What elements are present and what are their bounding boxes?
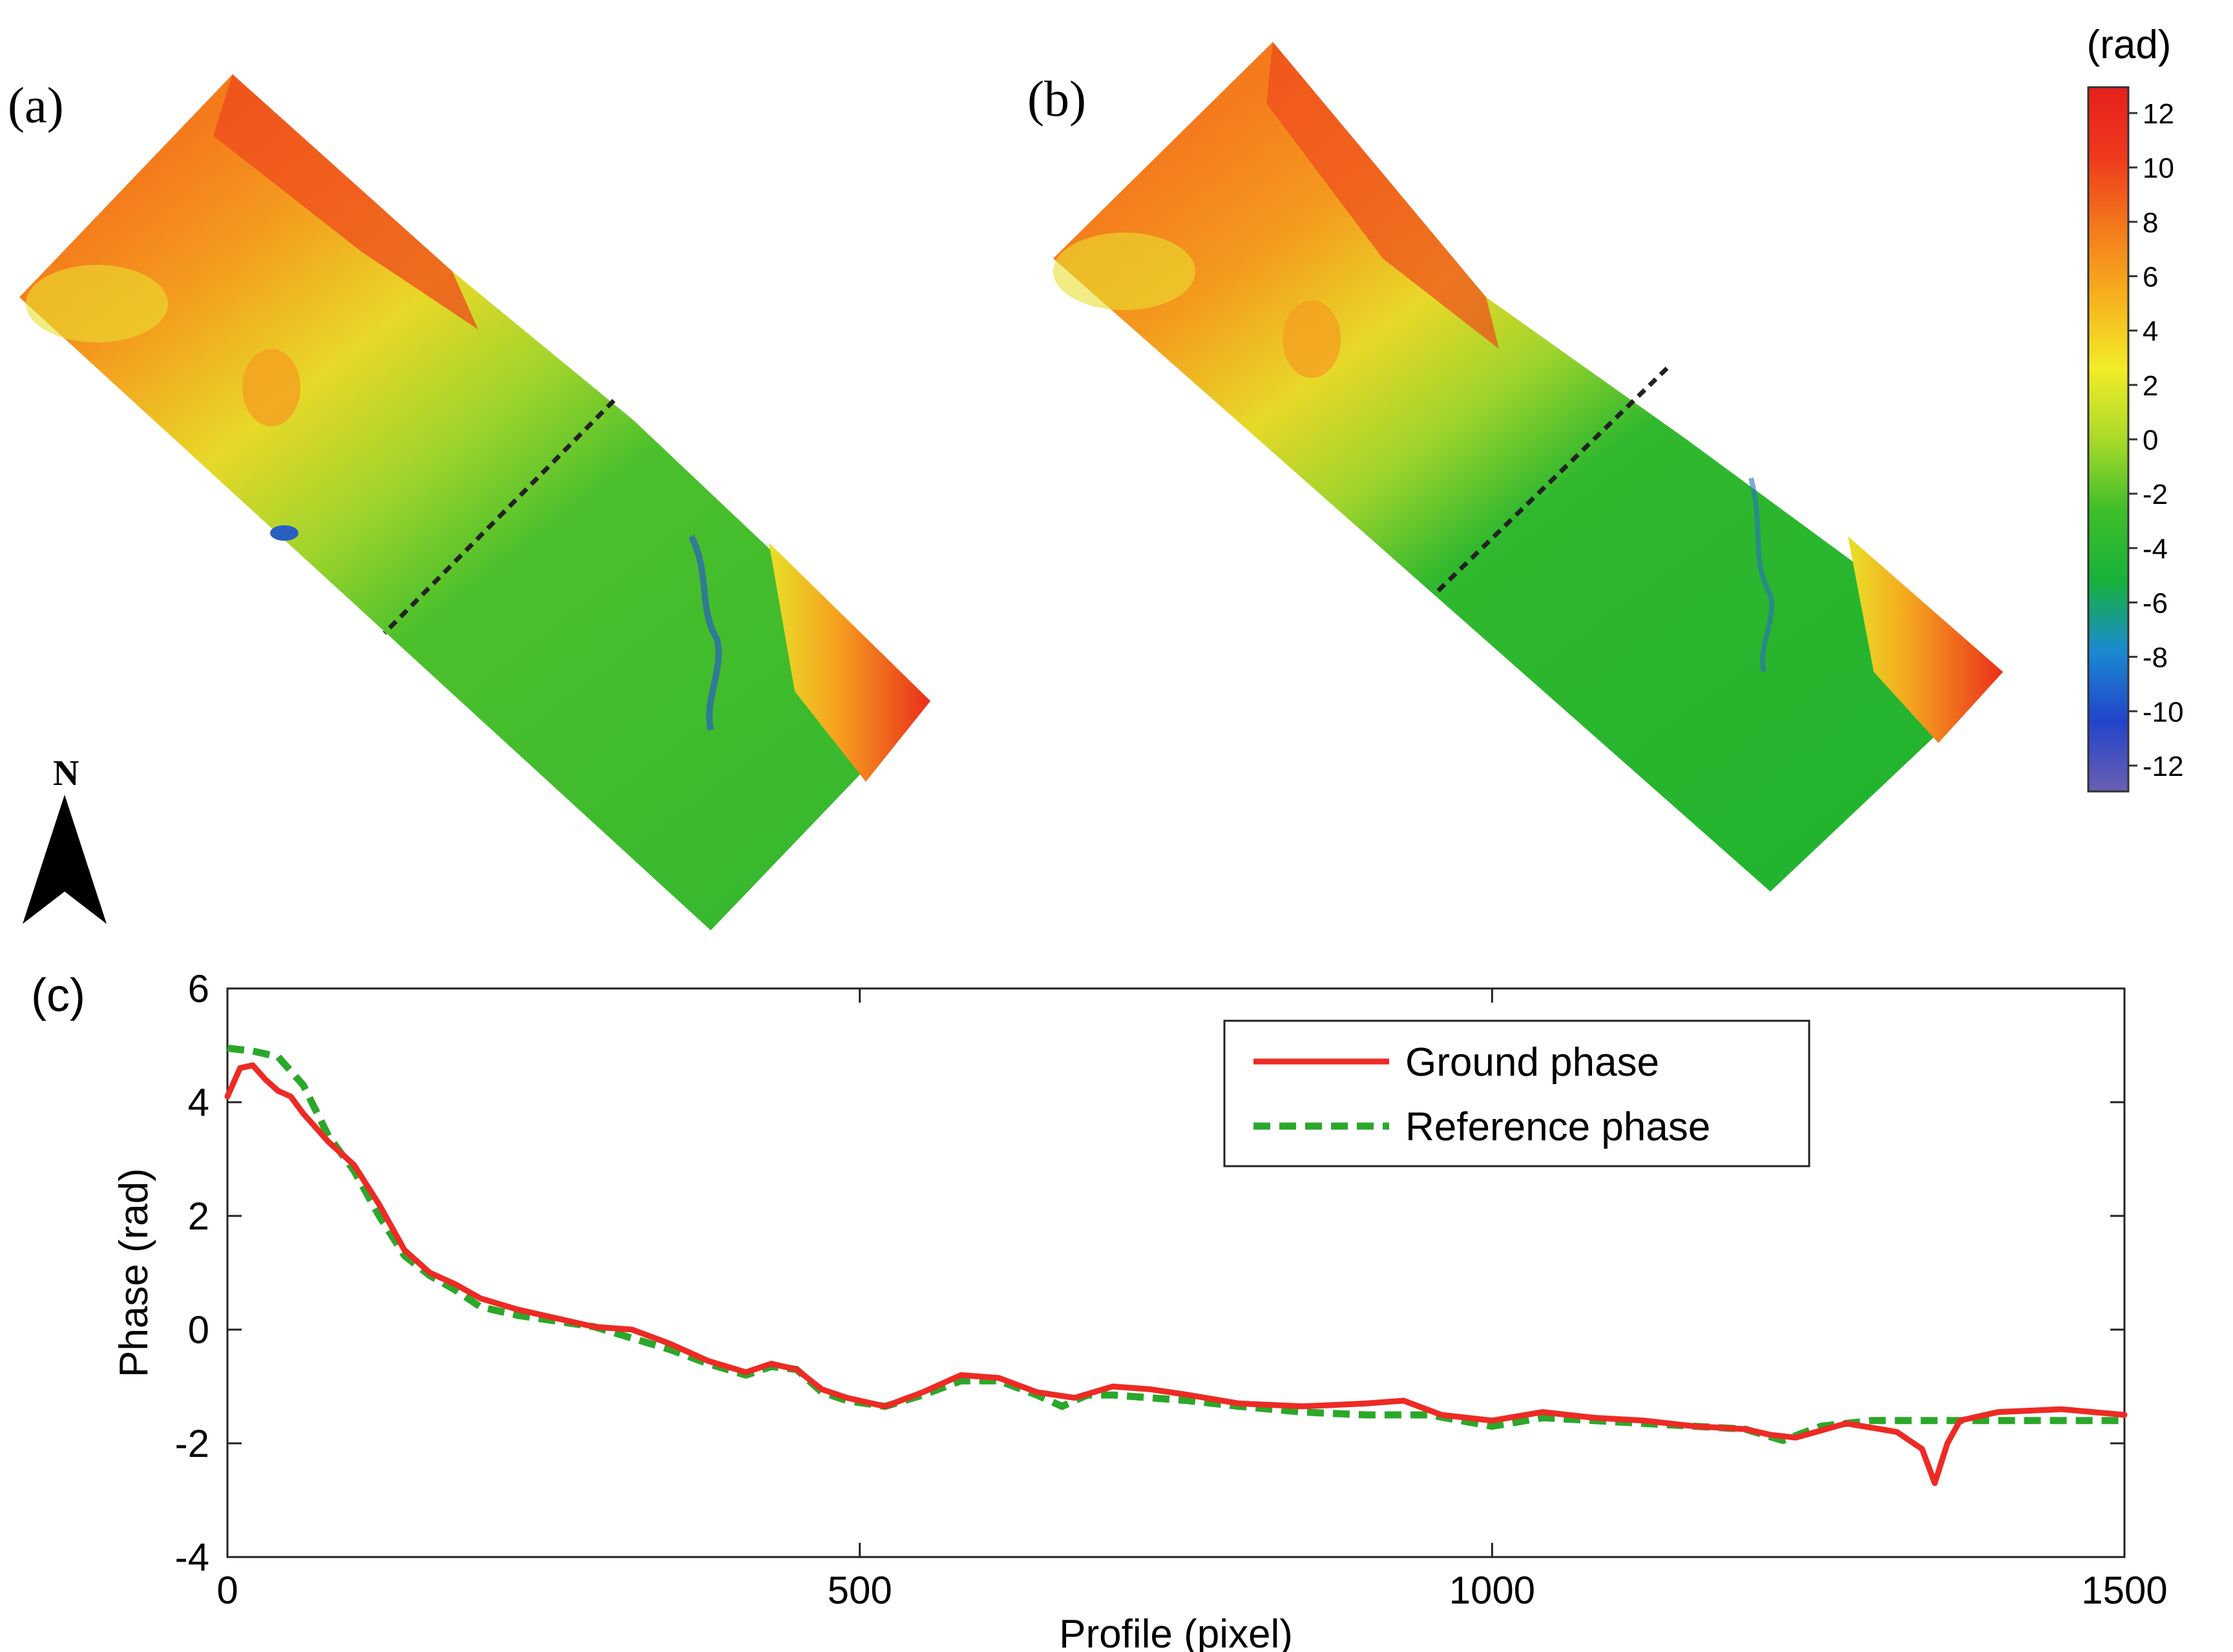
colorbar-tick-label: 8: [2143, 207, 2158, 238]
colorbar-tick-label: -10: [2143, 696, 2184, 728]
x-tick-label: 500: [828, 1569, 892, 1612]
colorbar-tick-label: 4: [2143, 316, 2158, 348]
map-a-ne-ridge: [213, 74, 478, 329]
x-axis-label: Profile (pixel): [1059, 1612, 1293, 1652]
y-tick-label: 4: [188, 1081, 209, 1124]
plot-frame: [226, 987, 2126, 1558]
colorbar-tick-label: -4: [2143, 533, 2168, 565]
map-a-blue-channel: [688, 534, 722, 731]
panel-c-label: (c): [31, 970, 85, 1021]
north-arrow-icon: [23, 795, 107, 924]
x-tick-label: 0: [216, 1569, 238, 1612]
map-a-east-ridge: [769, 543, 930, 782]
y-tick-label: 2: [188, 1195, 209, 1238]
phase-map-b: [1053, 42, 2003, 892]
map-b-profile-line: [1432, 366, 1669, 596]
y-axis-label: Phase (rad): [112, 1168, 156, 1377]
x-tick-label: 1000: [1449, 1569, 1535, 1612]
map-a-swath: [19, 74, 930, 930]
colorbar-tick-label: -8: [2143, 642, 2168, 674]
map-b-ne-ridge: [1266, 42, 1499, 349]
colorbar: (rad) 12 10 8 6 4 2 0 -2 -4 -6 -8 -10 -12: [2087, 23, 2184, 793]
colorbar-tick-label: -2: [2143, 479, 2168, 510]
north-letter: N: [53, 753, 79, 793]
phase-map-a: [19, 74, 930, 930]
colorbar-gradient: [2087, 86, 2130, 793]
map-b-blue-channel: [1748, 477, 1775, 673]
colorbar-tick-label: -12: [2143, 751, 2184, 782]
panel-a-label: (a): [8, 77, 64, 133]
profile-chart: 0 500 1000 1500 -4 -2 0 2 4 6 Profile (pixel) Phase…: [112, 967, 2168, 1652]
colorbar-tick-label: 2: [2143, 370, 2158, 402]
map-b-east-ridge: [1848, 536, 2003, 743]
legend-entry: Reference phase: [1405, 1105, 1710, 1149]
colorbar-unit-label: (rad): [2087, 23, 2172, 67]
map-a-orange-blob: [242, 349, 300, 426]
map-b-swath: [1053, 42, 2003, 892]
x-tick-label: 1500: [2081, 1569, 2167, 1612]
legend-box: [1223, 1019, 1810, 1167]
colorbar-tick-label: 10: [2143, 152, 2174, 184]
colorbar-tick-label: 12: [2143, 98, 2174, 130]
map-a-blue-spot: [270, 525, 299, 541]
legend-entry: Ground phase: [1405, 1040, 1659, 1085]
y-tick-label: -2: [175, 1422, 209, 1465]
map-b-yellow-zone: [1053, 233, 1195, 310]
y-tick-label: 0: [188, 1308, 209, 1352]
panel-b-label: (b): [1027, 70, 1086, 127]
map-a-profile-line: [383, 399, 616, 635]
north-arrow: N: [19, 753, 110, 934]
colorbar-tick-label: 0: [2143, 424, 2158, 456]
y-tick-label: 6: [188, 967, 209, 1010]
map-a-yellow-zone: [26, 265, 168, 342]
colorbar-tick-label: 6: [2143, 262, 2158, 293]
y-tick-label: -4: [175, 1536, 209, 1579]
colorbar-tick-label: -6: [2143, 588, 2168, 620]
series-line-ground-phase: [224, 1062, 2128, 1487]
map-b-orange-blob: [1283, 300, 1341, 378]
